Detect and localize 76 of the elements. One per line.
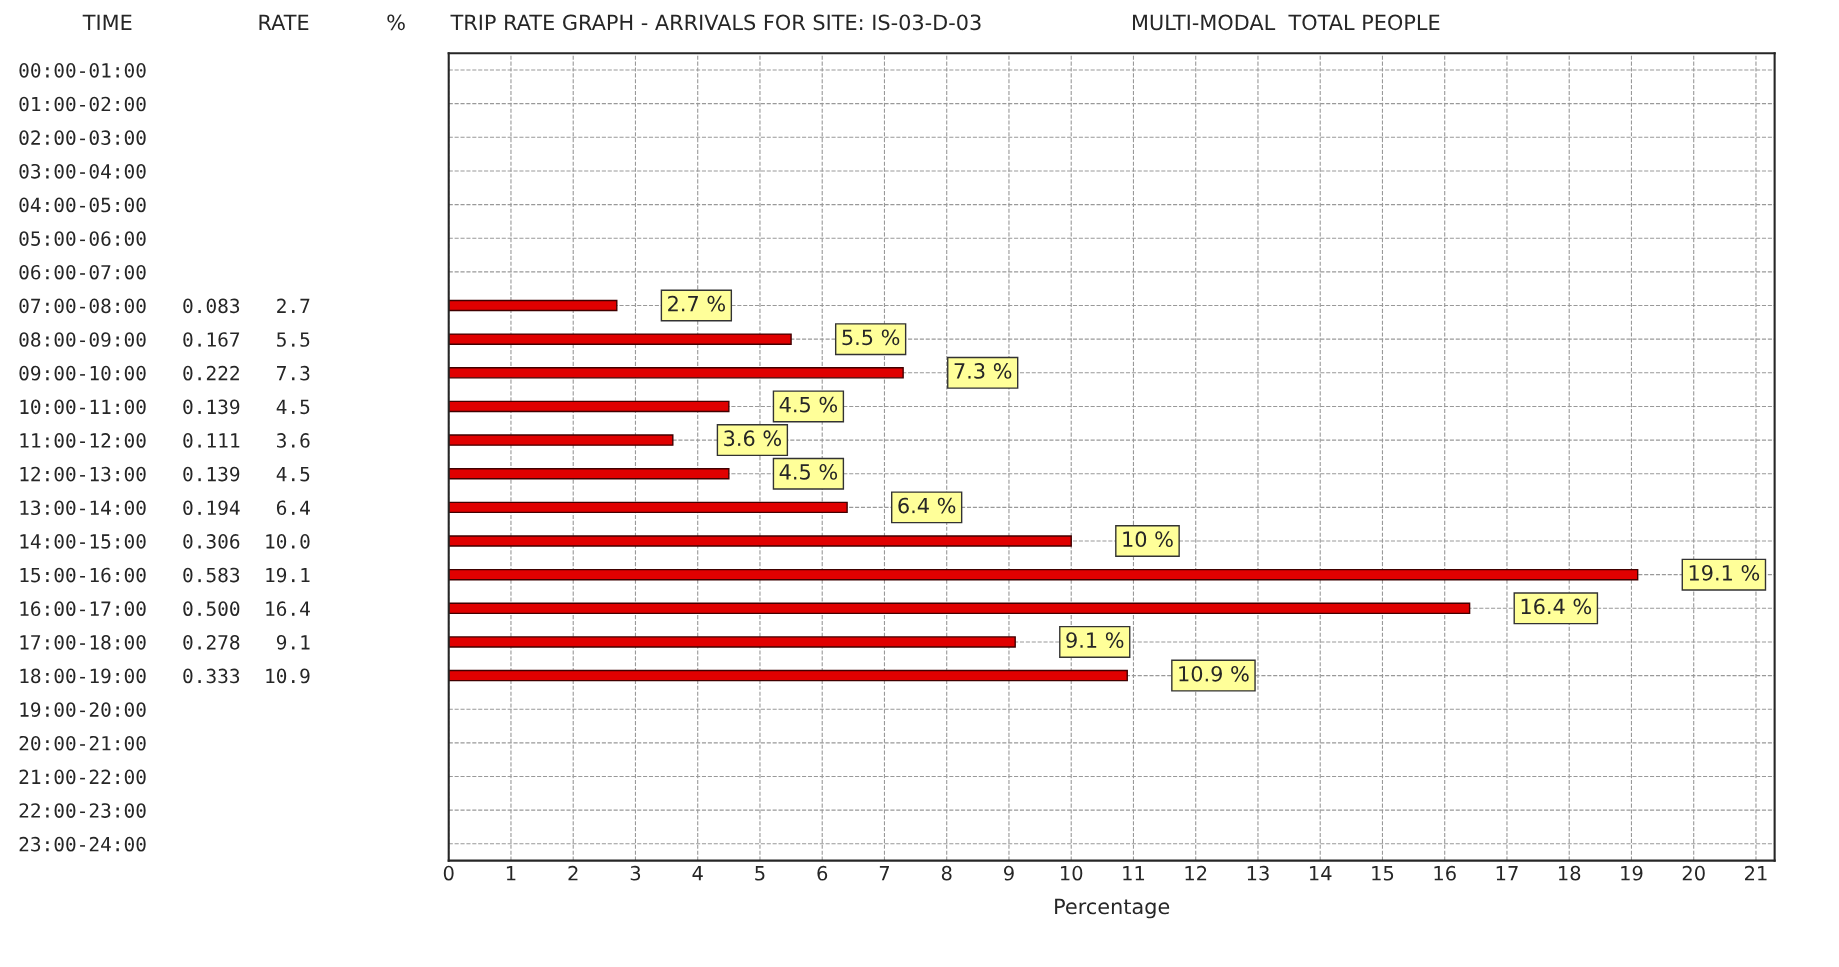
y-tick-label: 13:00-14:00 0.194 6.4 [20, 500, 310, 516]
data-label: 16.4 % [1521, 598, 1592, 615]
data-label: 6.4 % [898, 497, 956, 514]
y-tick-label: 02:00-03:00 [19, 130, 146, 146]
x-tick-label: 20 [1682, 865, 1705, 881]
text: RATE [259, 14, 309, 30]
y-tick-label: 21:00-22:00 [19, 769, 146, 785]
bar [448, 501, 848, 514]
y-tick-label: 22:00-23:00 [19, 803, 146, 818]
y-tick-label: 09:00-10:00 0.222 7.3 [19, 365, 310, 381]
y-tick-label: 15:00-16:00 0.583 19.1 [20, 567, 310, 583]
data-label: 19.1 % [1689, 564, 1760, 581]
data-label: 7.3 % [954, 363, 1012, 379]
data-label: 5.5 % [842, 329, 900, 346]
chart-title: TRIP RATE GRAPH - ARRIVALS FOR SITE: IS-03-D-03 [450, 14, 981, 31]
data-label: 10 % [1123, 531, 1173, 548]
bar [448, 434, 674, 446]
data-label: 4.5 % [779, 464, 838, 480]
x-tick-label: 2 [568, 865, 578, 881]
y-tick-label: 17:00-18:00 0.278 9.1 [20, 634, 310, 650]
y-tick-label: 07:00-08:00 0.083 2.7 [19, 298, 310, 314]
y-tick-label: 11:00-12:00 0.111 3.6 [20, 433, 310, 448]
bar [448, 333, 792, 345]
x-tick-label: 19 [1621, 865, 1643, 881]
y-tick-label: 06:00-07:00 [19, 264, 146, 280]
x-tick-label: 16 [1434, 865, 1456, 881]
data-label: 3.6 % [724, 430, 782, 447]
y-tick-label: 18:00-19:00 0.333 10.9 [20, 668, 310, 684]
x-tick-label: 12 [1185, 865, 1207, 881]
x-tick-label: 7 [879, 866, 889, 881]
text: % [387, 14, 405, 31]
x-tick-label: 1 [506, 866, 516, 881]
y-tick-label: 20:00-21:00 [19, 735, 146, 751]
y-tick-label: 05:00-06:00 [19, 231, 146, 246]
y-tick-label: 14:00-15:00 0.306 10.0 [20, 534, 310, 549]
chart-subtitle: MULTI-MODAL TOTAL PEOPLE [1133, 14, 1440, 31]
x-tick-label: 11 [1123, 866, 1145, 881]
bar [448, 400, 730, 413]
bar [448, 602, 1471, 615]
text: TIME [82, 14, 132, 30]
x-tick-label: 14 [1309, 866, 1332, 881]
y-tick-label: 23:00-24:00 [19, 836, 146, 852]
x-tick-label: 13 [1247, 865, 1269, 881]
data-label: 9.1 % [1066, 632, 1124, 648]
x-axis-title: Percentage [1055, 898, 1170, 919]
data-label: 2.7 % [668, 295, 725, 312]
x-tick-label: 15 [1372, 866, 1394, 881]
x-tick-label: 18 [1558, 865, 1581, 881]
x-tick-label: 21 [1745, 865, 1767, 881]
y-tick-label: 01:00-02:00 [19, 96, 146, 112]
y-tick-label: 10:00-11:00 0.139 4.5 [20, 399, 310, 415]
bar [448, 669, 1128, 682]
y-tick-label: 12:00-13:00 0.139 4.5 [20, 466, 310, 482]
y-tick-label: 00:00-01:00 [19, 63, 146, 78]
bar [448, 367, 904, 379]
x-tick-label: 3 [630, 865, 641, 881]
x-tick-label: 9 [1004, 865, 1014, 881]
bar [448, 636, 1016, 648]
bar [448, 568, 1639, 581]
y-tick-label: 04:00-05:00 [19, 197, 146, 213]
x-tick-label: 4 [692, 866, 703, 881]
x-tick-label: 10 [1060, 865, 1083, 881]
x-tick-label: 5 [755, 866, 765, 881]
bar [448, 467, 730, 480]
data-label: 4.5 % [779, 396, 838, 413]
x-tick-label: 17 [1496, 866, 1518, 881]
bar [448, 535, 1072, 547]
y-tick-label: 19:00-20:00 [20, 702, 146, 717]
y-tick-label: 16:00-17:00 0.500 16.4 [20, 601, 310, 617]
x-tick-label: 6 [817, 865, 828, 881]
x-tick-label: 0 [443, 865, 454, 881]
data-label: 10.9 % [1179, 665, 1249, 682]
bar [448, 299, 618, 312]
x-tick-label: 8 [941, 865, 952, 881]
y-tick-label: 03:00-04:00 [19, 163, 146, 179]
y-tick-label: 08:00-09:00 0.167 5.5 [19, 332, 310, 347]
